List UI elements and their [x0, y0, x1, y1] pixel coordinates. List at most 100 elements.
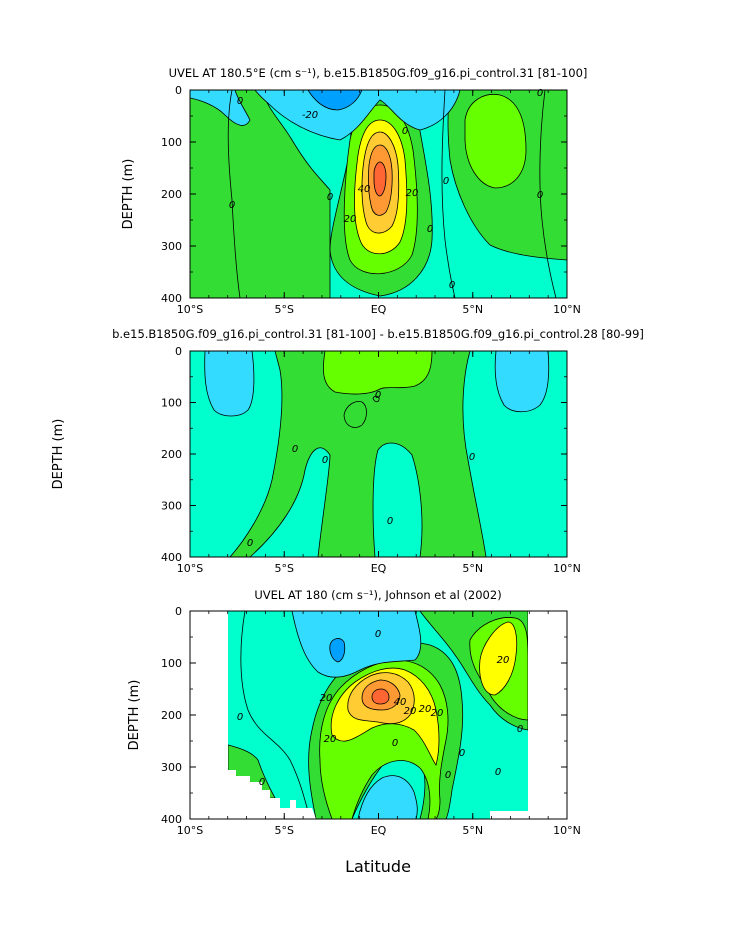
contour-label: 0	[327, 192, 333, 203]
panel-1: UVEL AT 180.5°E (cm s⁻¹), b.e15.B1850G.f…	[121, 66, 587, 316]
panel-3: UVEL AT 180 (cm s⁻¹), Johnson et al (200…	[127, 588, 581, 876]
x-tick-label: 10°N	[553, 562, 581, 575]
y-tick-label: 0	[175, 84, 182, 97]
y-tick-label: 100	[161, 136, 182, 149]
contour-label: 0	[237, 712, 243, 723]
contour-label: 0	[427, 224, 433, 235]
y-tick-label: 0	[175, 345, 182, 358]
contour-label: 40	[394, 697, 407, 708]
panel-1-region-neg20-b	[190, 90, 251, 126]
y-tick-label: 300	[161, 761, 182, 774]
contour-label: 0	[445, 770, 451, 781]
contour-label: -20	[302, 110, 318, 121]
contour-label: 0	[459, 748, 465, 759]
panel-2-plot-area	[190, 351, 567, 557]
x-tick-label: 10°S	[177, 303, 203, 316]
contour-label: 0	[247, 538, 253, 549]
y-tick-label: 100	[161, 657, 182, 670]
panel-1-ylabel: DEPTH (m)	[121, 159, 136, 230]
y-tick-label: 400	[161, 292, 182, 305]
panel-1-contour-zero-east	[539, 90, 557, 298]
y-tick-label: 200	[161, 448, 182, 461]
panel-3-region-120	[371, 688, 390, 705]
y-tick-label: 200	[161, 709, 182, 722]
contour-label: 40	[358, 184, 371, 195]
panel-2-region-pos	[229, 351, 487, 557]
contour-label: 0	[517, 724, 523, 735]
y-tick-label: 100	[161, 397, 182, 410]
panel-3-region-neg-small	[329, 638, 346, 663]
contour-label: 0	[292, 444, 298, 455]
panel-2-region-pos-strong	[323, 351, 433, 395]
x-tick-label: EQ	[371, 562, 387, 575]
y-tick-label: 300	[161, 500, 182, 513]
contour-label: 0	[402, 126, 408, 137]
panel-1-contour-zero-mid	[441, 90, 456, 298]
x-tick-label: 10°N	[553, 303, 581, 316]
contour-label: 20	[320, 693, 333, 704]
panel-3-title: UVEL AT 180 (cm s⁻¹), Johnson et al (200…	[254, 588, 501, 602]
panel-2-contour-small	[372, 395, 380, 403]
panel-2-region-pos-small	[343, 401, 367, 428]
panel-1-contour-labels: 0 0 0 -20 0 0 20 20 40 0 0 0 0	[229, 88, 543, 291]
x-tick-label: 5°N	[462, 562, 483, 575]
x-tick-label: EQ	[371, 824, 387, 837]
panel-1-plot-area	[190, 90, 567, 298]
contour-label: 20	[404, 706, 417, 717]
panel-1-title: UVEL AT 180.5°E (cm s⁻¹), b.e15.B1850G.f…	[169, 66, 588, 80]
panel-3-ylabel: DEPTH (m)	[127, 680, 142, 751]
contour-label: 20	[324, 734, 337, 745]
y-tick-label: 400	[161, 551, 182, 564]
contour-label: 20	[419, 704, 432, 715]
y-tick-label: 200	[161, 188, 182, 201]
contour-label: 0	[237, 96, 243, 107]
x-tick-label: 5°N	[462, 824, 483, 837]
panel-3-contour-zero-west	[240, 611, 311, 819]
contour-label: 20	[406, 188, 419, 199]
panel-1-region-neg20	[254, 90, 461, 141]
contour-label: 0	[322, 455, 328, 466]
x-axis-label: Latitude	[345, 857, 411, 876]
contour-label: 0	[537, 88, 543, 99]
contour-label: 0	[259, 777, 265, 788]
x-tick-label: 10°N	[553, 824, 581, 837]
x-tick-label: EQ	[371, 303, 387, 316]
panel-3-mask-white	[190, 611, 567, 819]
x-tick-label: 5°S	[275, 824, 294, 837]
contour-label: 0	[229, 200, 235, 211]
contour-label: 0	[392, 738, 398, 749]
contour-label: 0	[375, 629, 381, 640]
contour-label: 20	[344, 214, 357, 225]
contour-label: 0	[537, 190, 543, 201]
panel-2-ylabel: DEPTH (m)	[51, 419, 66, 490]
panel-1-region-20	[190, 90, 331, 298]
y-tick-label: 400	[161, 813, 182, 826]
panel-2-region-neg-west	[204, 351, 255, 417]
x-tick-label: 5°S	[275, 562, 294, 575]
panel-2-axes: 10°S 5°S EQ 5°N 10°N 0 100 200 300 400	[161, 345, 581, 575]
panel-1-region-neg40	[307, 90, 363, 111]
x-tick-label: 10°S	[177, 562, 203, 575]
panel-2-region-neg-east	[494, 351, 550, 413]
panel-3-region-neg20-bottom	[357, 775, 418, 819]
panel-2: b.e15.B1850G.f09_g16.pi_control.31 [81-1…	[51, 327, 644, 575]
x-tick-label: 5°N	[462, 303, 483, 316]
panel-2-contour-labels: 0 0 0 0 0 0	[247, 390, 475, 549]
contour-label: 20	[431, 708, 444, 719]
panel-1-region-120	[373, 161, 387, 197]
panel-2-title: b.e15.B1850G.f09_g16.pi_control.31 [81-1…	[112, 327, 644, 341]
x-tick-label: 10°S	[177, 824, 203, 837]
contour-label: 0	[469, 452, 475, 463]
contour-label: 0	[495, 767, 501, 778]
panel-3-region-neg20	[291, 611, 422, 678]
y-tick-label: 0	[175, 605, 182, 618]
panel-3-region-60-nec	[479, 621, 518, 696]
contour-label: 0	[449, 280, 455, 291]
panel-3-plot-area	[227, 611, 529, 819]
x-tick-label: 5°S	[275, 303, 294, 316]
contour-label: 0	[387, 516, 393, 527]
